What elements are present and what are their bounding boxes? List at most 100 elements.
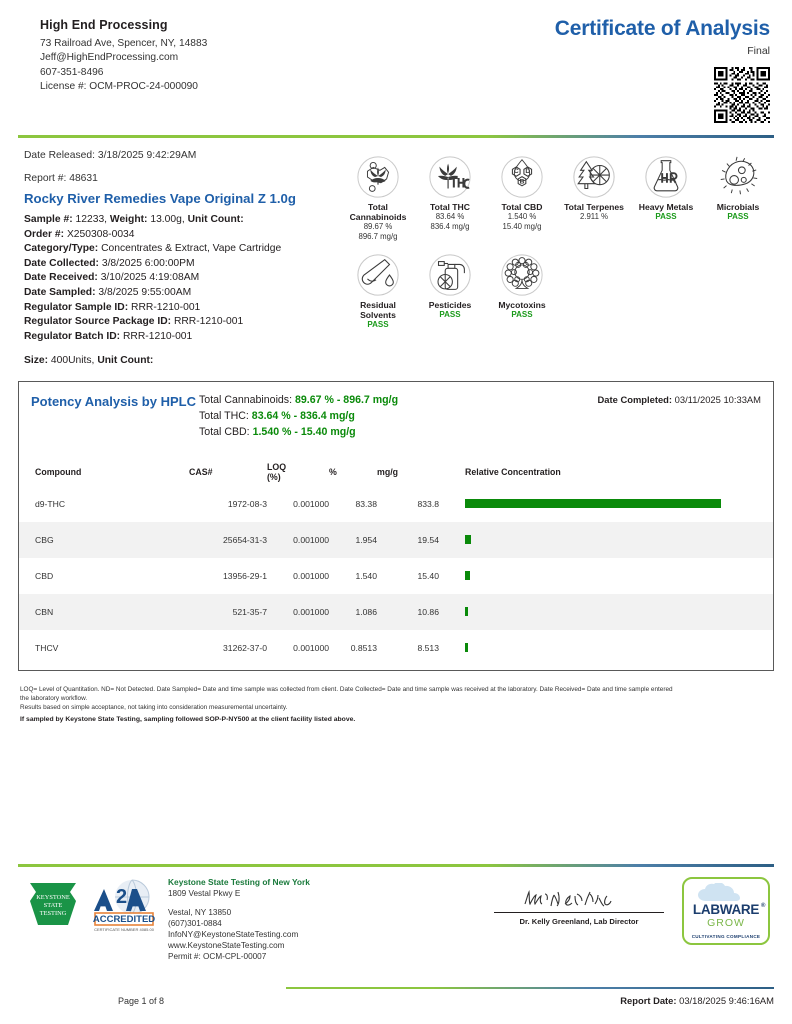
accreditation-logos: KEYSTONE STATE TESTING 2 ACCREDITED CERT… — [18, 877, 156, 962]
regulator-sample-id-row: Regulator Sample ID: RRR-1210-001 — [24, 301, 328, 316]
total-cannabinoids-value: 89.67 % - 896.7 mg/g — [295, 393, 399, 406]
potency-section-title: Potency Analysis by HPLC — [31, 393, 196, 409]
report-status: Final — [747, 45, 770, 57]
summary-label: Mycotoxins — [498, 300, 546, 310]
date-received-value: 3/10/2025 4:19:08AM — [100, 272, 200, 284]
total-thc-value: 83.64 % - 836.4 mg/g — [251, 409, 355, 422]
report-date-value: 03/18/2025 9:46:16AM — [679, 995, 774, 1006]
cell-bar — [439, 558, 773, 594]
labware-grow-logo: LABWARE ® GROW CULTIVATING COMPLIANCE — [682, 877, 770, 945]
lab-name: Keystone State Testing of New York — [168, 877, 310, 887]
cell-cas: 31262-37-0 — [223, 642, 267, 653]
qr-code-icon[interactable] — [714, 67, 770, 123]
summary-label: Microbials — [716, 202, 760, 212]
icon-row-secondary: Residual Solvents PASS — [342, 250, 774, 330]
header-divider — [18, 135, 774, 138]
disclaimer-line-3: Results based on simple acceptance, not … — [20, 704, 288, 712]
report-date: Report Date: 03/18/2025 9:46:16AM — [620, 995, 774, 1006]
a2la-accredited-badge-icon: 2 ACCREDITED CERTIFICATE NUMBER 4085.00 — [93, 879, 155, 932]
cannabinoid-molecule-icon — [342, 152, 414, 202]
date-collected-row: Date Collected: 3/8/2025 6:00:00PM — [24, 257, 328, 272]
regulator-batch-id-label: Regulator Batch ID: — [24, 330, 121, 342]
total-thc-label: Total THC: — [199, 409, 249, 422]
sample-info-block: Date Released: 3/18/2025 9:42:29AM Repor… — [18, 150, 328, 369]
qr-code-wrap — [555, 67, 770, 123]
date-completed: Date Completed: 03/11/2025 10:33AM — [598, 392, 761, 440]
regulator-batch-id-row: Regulator Batch ID: RRR-1210-001 — [24, 330, 328, 345]
col-percent: % — [329, 466, 337, 477]
potency-totals: Total Cannabinoids: 89.67 % - 896.7 mg/g… — [199, 392, 598, 440]
sample-number-value: 12233, — [75, 214, 108, 225]
company-name: High End Processing — [40, 18, 168, 32]
potency-analysis-panel: Potency Analysis by HPLC Total Cannabino… — [18, 380, 774, 671]
cell-compound: THCV — [35, 642, 59, 653]
table-row: CBN 521-35-7 0.001000 1.086 10.86 — [19, 593, 773, 630]
potency-panel-header: Potency Analysis by HPLC Total Cannabino… — [19, 382, 773, 440]
labware-wordmark: LABWARE ® — [692, 902, 766, 918]
company-email: Jeff@HighEndProcessing.com — [40, 52, 179, 64]
page-footer-divider — [286, 986, 774, 989]
summary-label: Pesticides — [428, 300, 472, 310]
summary-label: Total Cannabinoids — [349, 202, 407, 222]
col-loq-unit: (%) — [267, 471, 281, 482]
status-badge: PASS — [367, 320, 389, 329]
cell-loq: 0.001000 — [267, 521, 329, 558]
summary-label: Total CBD — [501, 202, 543, 212]
date-completed-label: Date Completed: — [597, 393, 673, 405]
cell-cas: 13956-29-1 — [223, 570, 267, 581]
status-badge: PASS — [727, 212, 749, 221]
col-loq-text: LOQ — [267, 461, 287, 472]
labware-grow-text: GROW — [707, 916, 745, 929]
signature-line — [494, 883, 664, 913]
disclaimer-block: LOQ= Level of Quantitation. ND= Not Dete… — [18, 685, 774, 724]
a2la-cert-number: CERTIFICATE NUMBER 4085.00 — [94, 927, 155, 932]
thc-leaf-icon — [414, 152, 486, 202]
summary-total-cannabinoids: Total Cannabinoids 89.67 % 896.7 mg/g — [342, 152, 414, 242]
regulator-sample-id-value: RRR-1210-001 — [131, 301, 201, 313]
table-header-row: Compound CAS# LOQ (%) % mg/g Relative Co… — [19, 462, 773, 486]
cell-compound: d9-THC — [35, 498, 66, 509]
table-row: d9-THC 1972-08-3 0.001000 83.38 833.8 — [19, 486, 773, 522]
company-license: License #: OCM-PROC-24-000090 — [40, 81, 198, 93]
footer-divider — [18, 864, 774, 867]
col-loq: LOQ (%) — [267, 462, 329, 486]
regulator-sample-id-label: Regulator Sample ID: — [24, 301, 129, 313]
cell-loq: 0.001000 — [293, 642, 329, 653]
page-title: Certificate of Analysis — [554, 17, 770, 40]
title-block: Certificate of Analysis Final — [555, 18, 774, 123]
lab-address-2: Vestal, NY 13850 — [168, 908, 232, 917]
concentration-bar — [465, 607, 469, 617]
cell-percent: 83.38 — [355, 498, 377, 509]
company-block: High End Processing 73 Railroad Ave, Spe… — [18, 18, 207, 95]
company-phone: 607-351-8496 — [40, 66, 104, 78]
summary-residual-solvents: Residual Solvents PASS — [342, 250, 414, 330]
table-row: CBD 13956-29-1 0.001000 1.540 15.40 — [19, 558, 773, 594]
cell-loq: 0.001000 — [293, 570, 329, 581]
potency-table-body: d9-THC 1972-08-3 0.001000 83.38 833.8 CB… — [19, 486, 773, 666]
category-label: Category/Type: — [24, 243, 99, 255]
cell-percent: 1.954 — [329, 521, 377, 558]
status-badge: PASS — [439, 310, 461, 319]
status-badge: PASS — [511, 310, 533, 319]
mycotoxins-mold-icon — [486, 250, 558, 300]
svg-text:ACCREDITED: ACCREDITED — [93, 914, 155, 925]
cell-mgg: 8.513 — [417, 642, 439, 653]
date-received-label: Date Received: — [24, 272, 98, 284]
lab-permit: Permit #: OCM-CPL-00007 — [168, 952, 267, 961]
concentration-bar — [465, 499, 721, 509]
total-cannabinoids-label: Total Cannabinoids: — [199, 393, 293, 406]
svg-text:C: C — [514, 168, 519, 175]
summary-value-mgg: 15.40 mg/g — [502, 222, 542, 231]
total-thc-line: Total THC: 83.64 % - 836.4 mg/g — [199, 408, 598, 424]
summary-value-mgg: 836.4 mg/g — [430, 222, 470, 231]
cbd-molecule-icon: C B D — [486, 152, 558, 202]
date-collected-value: 3/8/2025 6:00:00PM — [101, 257, 195, 269]
summary-label: Heavy Metals — [638, 202, 694, 212]
summary-value-pct: 89.67 % — [363, 222, 393, 231]
cloud-icon — [698, 883, 740, 902]
svg-text:KEYSTONE: KEYSTONE — [36, 894, 70, 901]
summary-total-cbd: C B D Total CBD 1.540 % 15.40 mg/g — [486, 152, 558, 242]
cell-mgg: 10.86 — [377, 593, 439, 630]
summary-label: Residual Solvents — [360, 300, 396, 320]
